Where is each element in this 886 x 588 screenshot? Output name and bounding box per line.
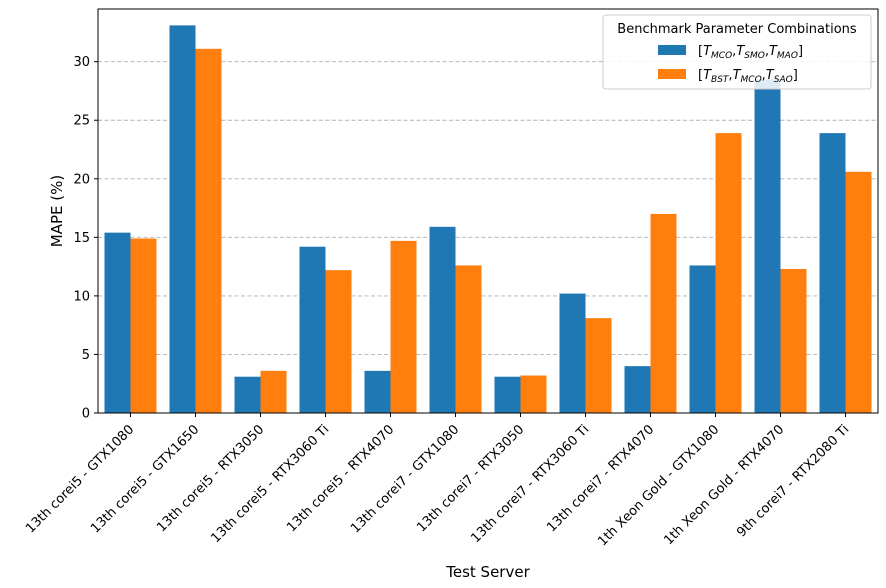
bar [624,366,651,413]
legend-entry-label: [TBST,TMCO,TSAO] [698,68,798,85]
bar [325,270,352,413]
bar [845,171,872,413]
bar [520,375,547,413]
bar [429,226,456,413]
bar [364,370,391,413]
bar [299,246,326,413]
x-axis-label: Test Server [445,563,530,581]
bar [650,213,677,413]
bar [754,79,781,414]
bar [130,238,157,413]
bar [455,265,482,413]
bar [234,376,261,413]
bar [780,268,807,413]
bar [104,232,131,413]
y-tick-label: 10 [73,289,90,304]
y-axis: 0 5 10 15 20 25 30 [73,55,98,422]
bar [585,318,612,413]
bar [819,133,846,413]
y-tick-label: 30 [73,55,90,70]
bar [715,133,742,413]
y-tick-label: 25 [73,114,90,129]
bar [260,370,287,413]
y-tick-label: 20 [73,172,90,187]
y-tick-label: 0 [82,407,90,422]
legend-title: Benchmark Parameter Combinations [617,22,857,37]
bar [559,293,586,413]
legend-entry-label: [TMCO,TSMO,TMAO] [698,44,803,61]
legend-swatch [658,45,686,55]
bars [104,25,872,414]
legend-swatch [658,69,686,79]
y-tick-label: 5 [82,348,90,363]
y-axis-label: MAPE (%) [48,175,66,247]
bar [390,240,417,413]
bar [195,48,222,414]
bar [494,376,521,413]
plot-frame [97,8,879,414]
bar [169,25,196,414]
y-tick-label: 15 [73,231,90,246]
legend: Benchmark Parameter Combinations [TMCO,TS… [602,14,872,90]
bar [689,265,716,413]
